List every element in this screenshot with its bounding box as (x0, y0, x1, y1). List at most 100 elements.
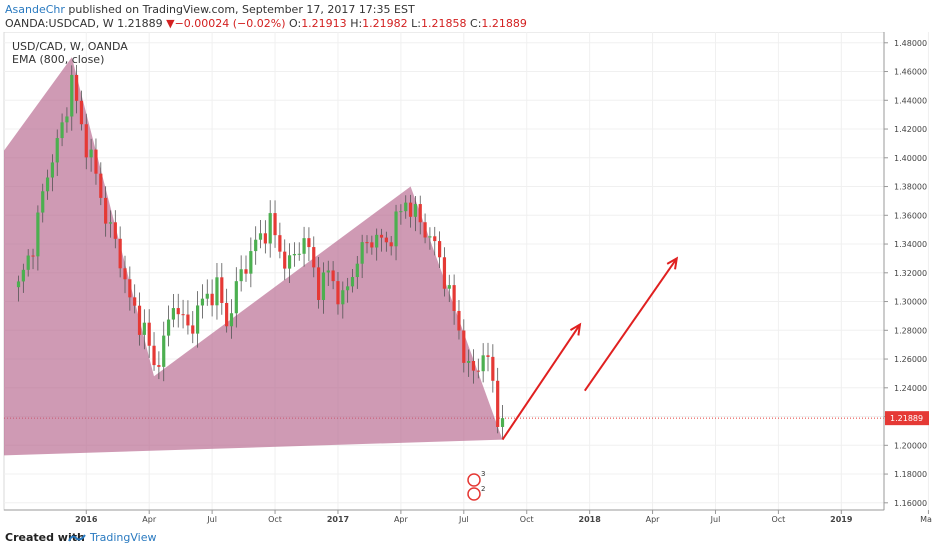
candle-body (399, 211, 403, 213)
candle-body (200, 298, 205, 306)
y-tick-label: 1.28000 (894, 326, 927, 335)
candle-body (292, 254, 296, 256)
candle-body (225, 302, 229, 327)
candle-body (162, 335, 166, 367)
candle-body (408, 202, 413, 217)
tradingview-brand[interactable]: TradingView (90, 531, 157, 544)
candle-body (321, 272, 326, 300)
candle-body (118, 238, 122, 269)
publish-info: published on TradingView.com, September … (64, 3, 415, 16)
candle-body (205, 293, 209, 299)
candle-body (166, 319, 171, 336)
candle-body (41, 191, 45, 213)
candle-body (186, 314, 190, 326)
candle-body (137, 305, 142, 335)
candle-body (94, 149, 98, 174)
x-tick-label: Jul (458, 515, 469, 524)
x-tick-label: Jul (206, 515, 217, 524)
quote-line: OANDA:USDCAD, W 1.21889 ▼−0.00024 (−0.02… (5, 17, 527, 30)
candle-body (55, 138, 59, 163)
x-tick-label: 2019 (830, 515, 853, 524)
candle-body (404, 202, 408, 212)
chart-area[interactable]: 1.48000 1.46000 1.44000 1.42000 1.40000 1.380… (0, 32, 932, 528)
chart-canvas[interactable]: 1.48000 1.46000 1.44000 1.42000 1.40000 1.380… (0, 32, 932, 528)
x-tick-label: Oct (520, 515, 534, 524)
author-link[interactable]: AsandeChr (5, 3, 65, 16)
candle-body (423, 222, 427, 238)
candle-body (302, 238, 306, 254)
dividend-marker-icon[interactable] (467, 487, 481, 501)
candle-body (496, 380, 500, 427)
candle-body (389, 242, 393, 247)
candle-body (491, 356, 495, 381)
harmonic-pattern[interactable] (4, 57, 503, 456)
y-tick-label: 1.18000 (894, 470, 927, 479)
candle-body (283, 251, 287, 269)
candle-body (181, 314, 185, 316)
candle-body (350, 277, 355, 287)
open-value: 1.21913 (301, 17, 347, 30)
candle-body (433, 236, 437, 242)
candle-body (370, 242, 374, 248)
y-tick-label: 1.46000 (894, 68, 927, 77)
candle-body (75, 74, 79, 101)
legend-title: USD/CAD, W, OANDA (12, 40, 128, 53)
legend-indicator[interactable]: EMA (800, close) (12, 53, 105, 66)
candle-body (104, 197, 108, 224)
x-tick-label: 2017 (327, 515, 349, 524)
y-tick-label: 1.44000 (894, 96, 927, 105)
candle-body (331, 270, 335, 282)
price-axis[interactable]: 1.48000 1.46000 1.44000 1.42000 1.40000 1.380… (883, 32, 929, 510)
candle-body (60, 122, 64, 139)
candle-body (278, 235, 282, 252)
candle-body (336, 281, 340, 305)
time-axis[interactable]: 2016 Apr Jul Oct 2017 Apr Jul Oct 2018 Apr Jul Oct 2… (4, 509, 932, 524)
candle-body (462, 330, 466, 363)
candle-body (418, 204, 422, 223)
candle-body (360, 242, 364, 264)
x-tick-label: Apr (646, 515, 661, 524)
candle-body (384, 237, 388, 243)
candle-body (147, 322, 151, 346)
candle-body (287, 255, 292, 269)
candle-body (36, 212, 40, 257)
svg-text:3: 3 (481, 470, 485, 478)
arrow-head-icon (569, 322, 582, 336)
y-tick-label: 1.48000 (894, 39, 927, 48)
earnings-marker-icon[interactable] (467, 473, 481, 487)
candle-body (152, 345, 156, 366)
low-value: 1.21858 (421, 17, 467, 30)
candle-body (191, 325, 195, 334)
y-tick-label: 1.38000 (894, 183, 927, 192)
candle-body (297, 253, 301, 255)
y-tick-label: 1.16000 (894, 499, 927, 508)
candle-body (234, 281, 238, 314)
candle-body (307, 238, 311, 248)
chart-header: AsandeChr published on TradingView.com, … (0, 0, 932, 32)
y-tick-label: 1.32000 (894, 269, 927, 278)
x-tick-label: May (920, 515, 932, 524)
price-change: −0.00024 (−0.02%) (174, 17, 286, 30)
candle-body (220, 277, 224, 303)
candle-body (355, 263, 359, 278)
candle-body (438, 241, 442, 258)
candle-body (128, 279, 132, 298)
event-markers[interactable]: 3 2 (467, 470, 485, 501)
candle-body (133, 297, 137, 306)
projection-arrows[interactable] (501, 256, 679, 441)
x-tick-label: Oct (771, 515, 785, 524)
candle-body (210, 293, 214, 306)
candle-body (317, 267, 321, 300)
candle-body (258, 233, 263, 240)
symbol-label: OANDA:USDCAD, W (5, 17, 114, 30)
candle-body (171, 308, 175, 320)
candle-body (379, 234, 384, 238)
last-price: 1.21889 (117, 17, 163, 30)
candle-body (70, 74, 74, 117)
low-label: L: (411, 17, 422, 30)
x-tick-label: Jul (710, 515, 721, 524)
candle-body (254, 239, 258, 252)
y-tick-label: 1.40000 (894, 154, 927, 163)
candle-body (99, 173, 103, 198)
candle-body (89, 149, 93, 158)
